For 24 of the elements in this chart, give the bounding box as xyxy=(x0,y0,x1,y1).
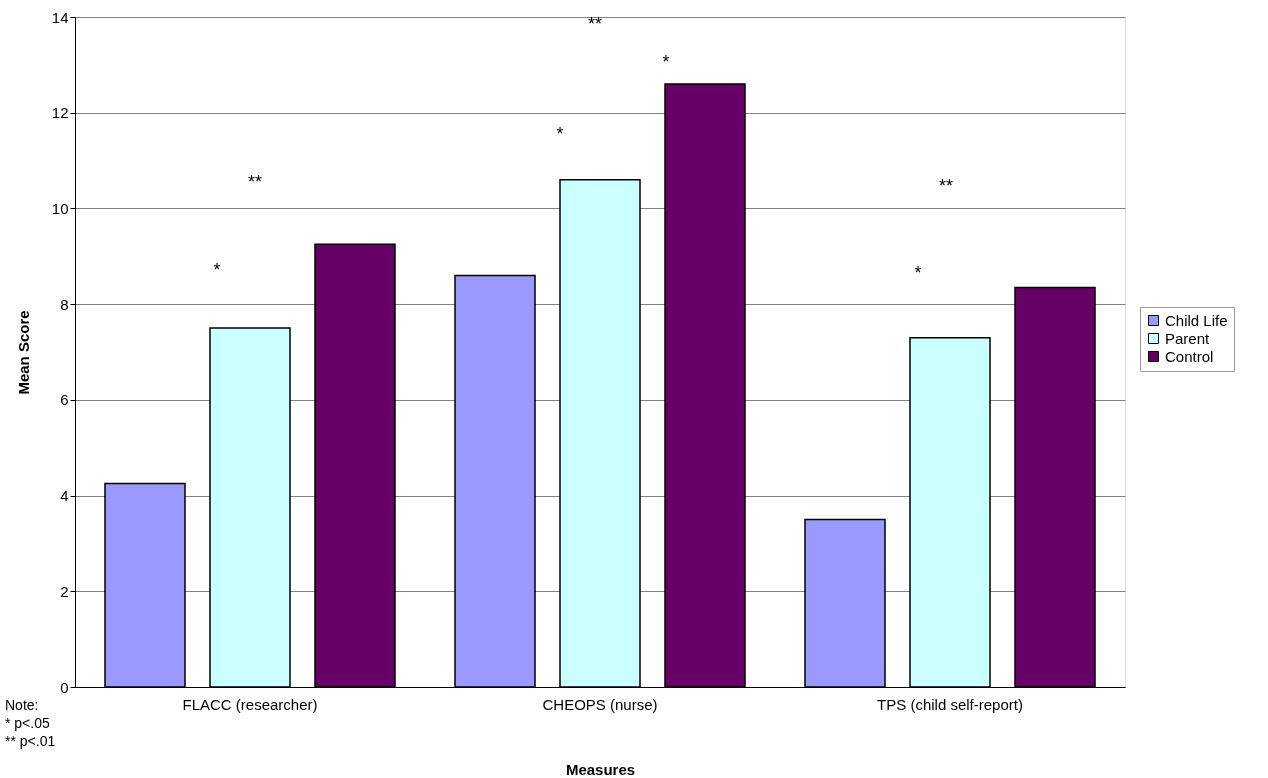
legend-label: Child Life xyxy=(1165,311,1228,329)
annotation: ** xyxy=(587,13,603,34)
annotation: * xyxy=(556,123,564,144)
y-tick-label: 2 xyxy=(60,582,69,600)
annotation: ** xyxy=(938,176,954,197)
y-tick-label: 8 xyxy=(60,295,69,313)
x-tick-label: FLACC (researcher) xyxy=(182,695,318,713)
legend-label: Parent xyxy=(1165,329,1211,347)
y-tick-label: 12 xyxy=(51,104,69,122)
text: Note: * p<.05 ** p<.01 xyxy=(5,697,56,749)
x-tick-label: CHEOPS (nurse) xyxy=(542,695,658,713)
y-tick-label: 14 xyxy=(51,8,69,26)
y-tick-label: 10 xyxy=(51,199,69,217)
x-tick-label: TPS (child self-report) xyxy=(877,695,1023,713)
annotation: * xyxy=(914,262,922,283)
annotation: * xyxy=(662,52,670,73)
annotation: ** xyxy=(247,171,263,192)
y-tick-label: 4 xyxy=(60,487,69,505)
y-tick-label: 6 xyxy=(60,391,69,409)
x-axis-title: Measures xyxy=(565,760,636,778)
y-tick-label: 0 xyxy=(60,678,69,696)
annotation: * xyxy=(213,260,221,281)
legend-label: Control xyxy=(1165,347,1214,365)
y-axis-title: Mean Score xyxy=(14,310,32,395)
